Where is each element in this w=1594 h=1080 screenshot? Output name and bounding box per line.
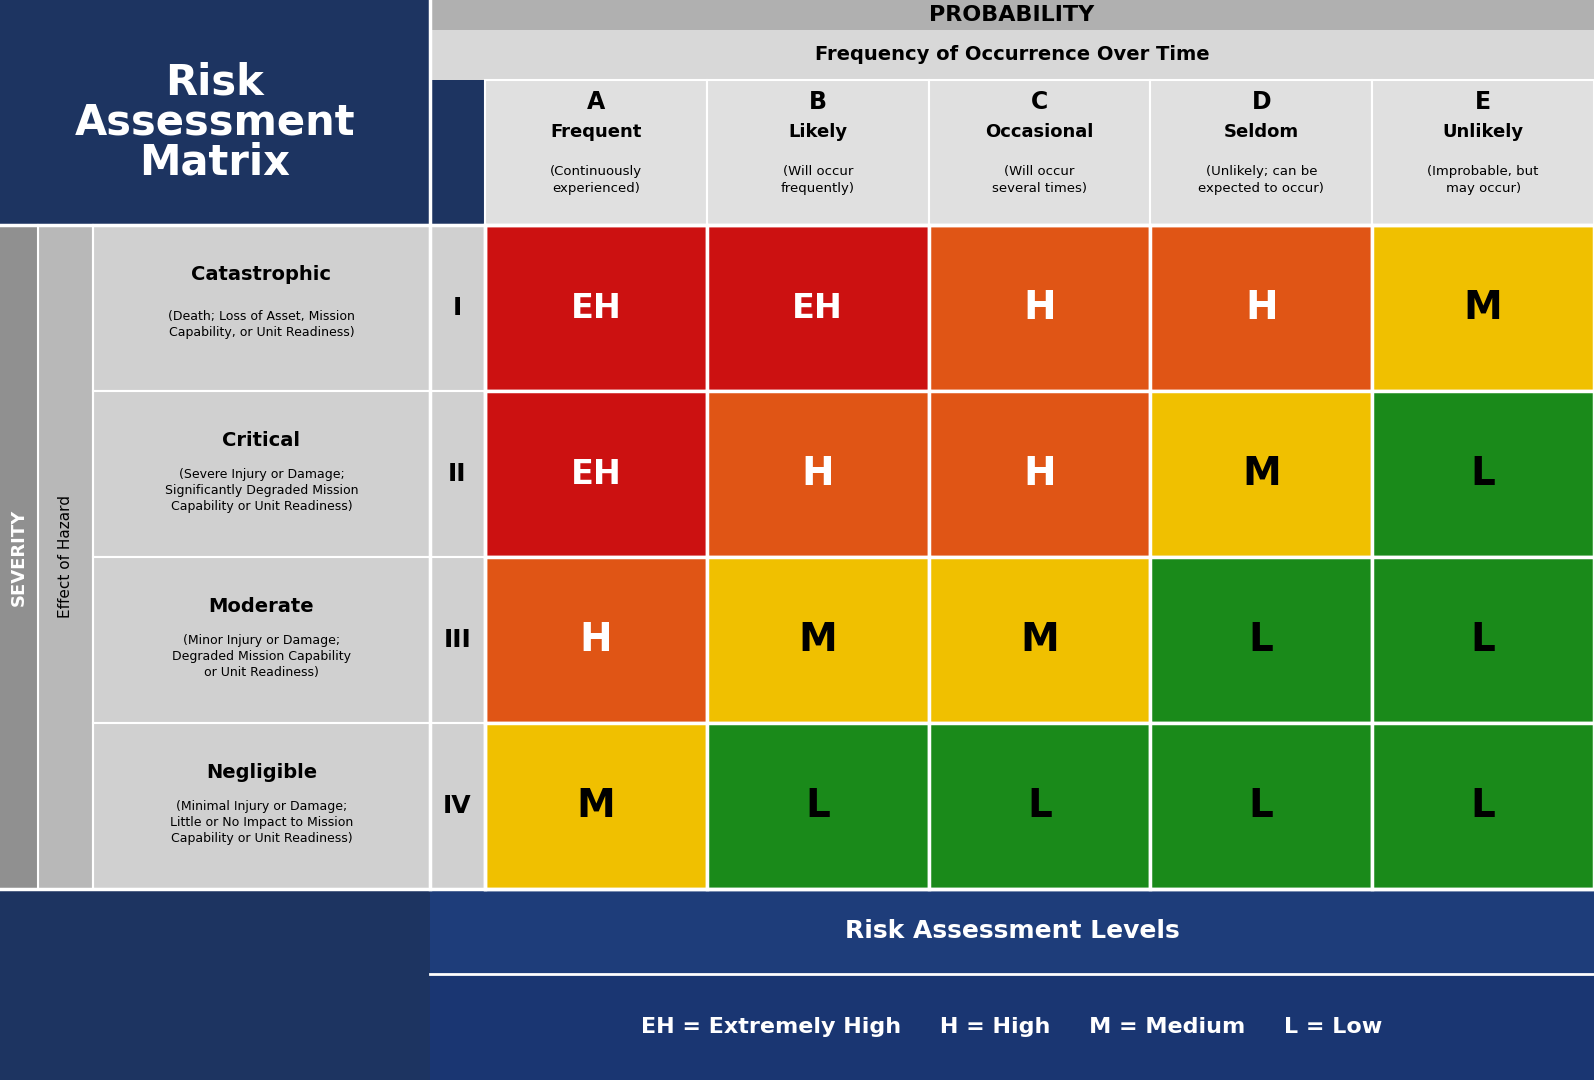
Bar: [485, 391, 706, 557]
Text: L: L: [1471, 621, 1495, 659]
Text: Effect of Hazard: Effect of Hazard: [57, 496, 73, 619]
Text: EH: EH: [571, 292, 622, 324]
Text: (Will occur
several times): (Will occur several times): [991, 165, 1087, 194]
Bar: [706, 723, 929, 889]
Bar: [706, 557, 929, 723]
Text: H: H: [580, 621, 612, 659]
Text: EH = Extremely High     H = High     M = Medium     L = Low: EH = Extremely High H = High M = Medium …: [641, 1017, 1382, 1037]
Bar: [485, 557, 706, 723]
Bar: [485, 80, 706, 225]
Text: L: L: [1248, 787, 1274, 825]
Text: Unlikely: Unlikely: [1443, 123, 1524, 141]
Bar: [706, 80, 929, 225]
Text: L: L: [1471, 455, 1495, 492]
Bar: [1372, 723, 1594, 889]
Bar: [38, 225, 92, 889]
Text: Frequency of Occurrence Over Time: Frequency of Occurrence Over Time: [815, 45, 1210, 65]
Text: L: L: [1471, 787, 1495, 825]
Text: A: A: [587, 90, 606, 114]
Bar: [430, 225, 485, 391]
Text: Negligible: Negligible: [206, 764, 317, 782]
Text: Catastrophic: Catastrophic: [191, 266, 332, 284]
Bar: [430, 723, 485, 889]
Text: Assessment: Assessment: [75, 102, 355, 144]
Text: H: H: [1245, 289, 1278, 327]
Text: Moderate: Moderate: [209, 597, 314, 617]
Text: L: L: [1027, 787, 1052, 825]
Text: EH: EH: [792, 292, 843, 324]
Text: IV: IV: [443, 794, 472, 818]
Text: I: I: [453, 296, 462, 320]
Bar: [430, 391, 485, 557]
Text: Matrix: Matrix: [140, 141, 290, 184]
Text: Risk: Risk: [166, 62, 265, 104]
Bar: [929, 80, 1151, 225]
Text: M: M: [1242, 455, 1280, 492]
Bar: [430, 0, 1594, 30]
Text: Risk Assessment Levels: Risk Assessment Levels: [845, 919, 1180, 944]
Bar: [929, 225, 1151, 391]
Text: EH: EH: [571, 458, 622, 490]
Bar: [430, 974, 1594, 1080]
Bar: [430, 557, 485, 723]
Text: (Will occur
frequently): (Will occur frequently): [781, 165, 854, 194]
Bar: [0, 0, 430, 225]
Bar: [929, 723, 1151, 889]
Bar: [1372, 225, 1594, 391]
Text: Critical: Critical: [223, 431, 301, 450]
Bar: [0, 225, 38, 889]
Bar: [929, 557, 1151, 723]
Text: B: B: [808, 90, 827, 114]
Bar: [1372, 391, 1594, 557]
Text: (Severe Injury or Damage;
Significantly Degraded Mission
Capability or Unit Read: (Severe Injury or Damage; Significantly …: [164, 468, 359, 513]
Text: C: C: [1031, 90, 1049, 114]
Text: M: M: [577, 787, 615, 825]
Text: E: E: [1474, 90, 1490, 114]
Bar: [1151, 557, 1372, 723]
Text: III: III: [443, 627, 472, 652]
Bar: [485, 225, 706, 391]
Text: (Continuously
experienced): (Continuously experienced): [550, 165, 642, 194]
Text: M: M: [799, 621, 837, 659]
Text: (Improbable, but
may occur): (Improbable, but may occur): [1427, 165, 1538, 194]
Text: (Minor Injury or Damage;
Degraded Mission Capability
or Unit Readiness): (Minor Injury or Damage; Degraded Missio…: [172, 634, 351, 679]
Bar: [485, 723, 706, 889]
Bar: [706, 225, 929, 391]
Bar: [1151, 391, 1372, 557]
Text: M: M: [1020, 621, 1058, 659]
Text: Likely: Likely: [787, 123, 848, 141]
Text: D: D: [1251, 90, 1270, 114]
Text: (Unlikely; can be
expected to occur): (Unlikely; can be expected to occur): [1199, 165, 1325, 194]
Text: L: L: [805, 787, 830, 825]
Bar: [92, 225, 430, 391]
Text: PROBABILITY: PROBABILITY: [929, 5, 1095, 25]
Bar: [92, 391, 430, 557]
Text: Seldom: Seldom: [1224, 123, 1299, 141]
Bar: [706, 391, 929, 557]
Text: SEVERITY: SEVERITY: [10, 509, 29, 606]
Bar: [1151, 80, 1372, 225]
Text: M: M: [1463, 289, 1503, 327]
Bar: [1151, 723, 1372, 889]
Text: H: H: [1023, 455, 1055, 492]
Bar: [1372, 557, 1594, 723]
Text: (Minimal Injury or Damage;
Little or No Impact to Mission
Capability or Unit Rea: (Minimal Injury or Damage; Little or No …: [171, 800, 354, 845]
Bar: [92, 723, 430, 889]
Bar: [430, 30, 1594, 80]
Bar: [1372, 80, 1594, 225]
Bar: [929, 391, 1151, 557]
Text: H: H: [802, 455, 834, 492]
Text: Frequent: Frequent: [550, 123, 642, 141]
Text: II: II: [448, 462, 467, 486]
Text: (Death; Loss of Asset, Mission
Capability, or Unit Readiness): (Death; Loss of Asset, Mission Capabilit…: [167, 310, 355, 339]
Text: L: L: [1248, 621, 1274, 659]
Text: Occasional: Occasional: [985, 123, 1093, 141]
Bar: [0, 889, 1594, 1080]
Bar: [430, 889, 1594, 974]
Text: H: H: [1023, 289, 1055, 327]
Bar: [1151, 225, 1372, 391]
Bar: [92, 557, 430, 723]
